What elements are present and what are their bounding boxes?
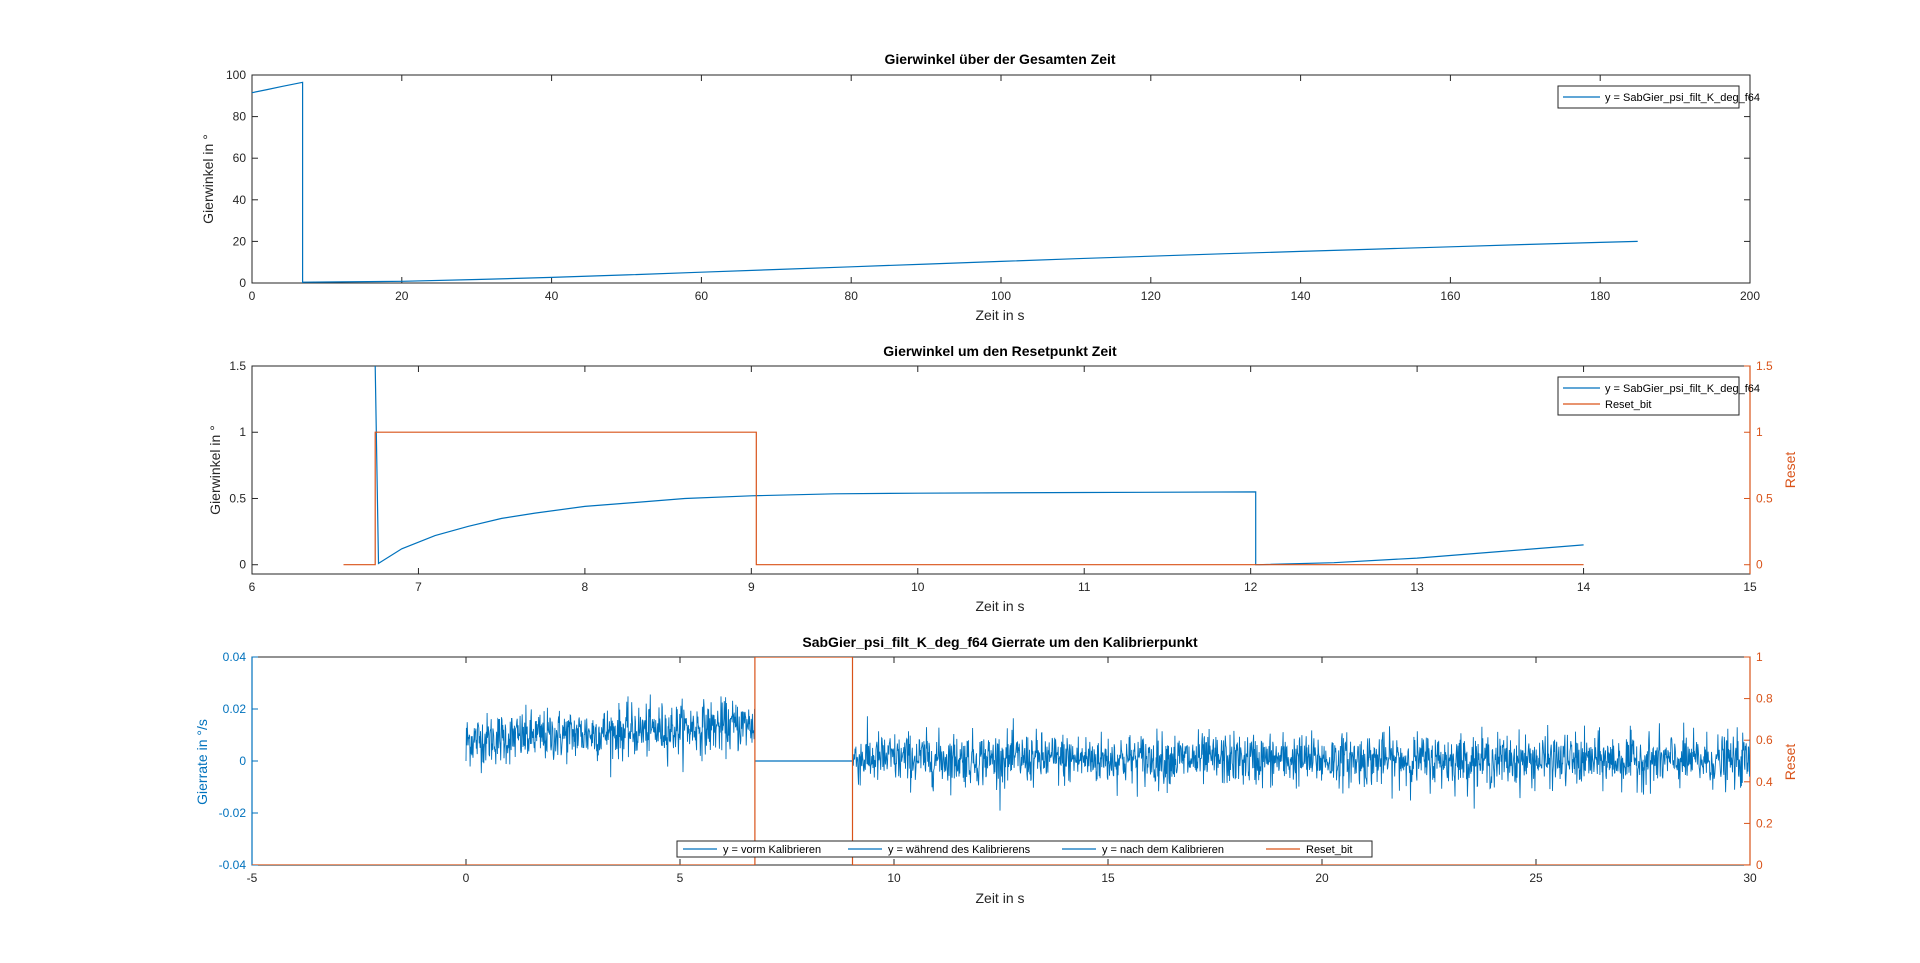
x-tick-label: 10 — [887, 871, 901, 885]
x-tick-label: 12 — [1244, 580, 1258, 594]
chart-title: SabGier_psi_filt_K_deg_f64 Gierrate um d… — [802, 634, 1198, 650]
y2-tick-label: 0.2 — [1756, 816, 1773, 830]
y-tick-label: 0 — [239, 276, 246, 290]
plot-lines — [343, 366, 1584, 566]
y-tick-label: 0 — [239, 754, 246, 768]
y2-tick-label: 1 — [1756, 650, 1763, 664]
y2-tick-label: 0.8 — [1756, 692, 1773, 706]
y2-tick-label: 0 — [1756, 858, 1763, 872]
y-tick-label: 0.04 — [223, 650, 247, 664]
axis-ticks: 6 7 8 9 10 11 12 13 14 15 0 0.5 1 1.5 0 0.5 1 1.5 — [229, 359, 1773, 594]
x-tick-label: 80 — [845, 289, 859, 303]
legend-entry: y = während des Kalibrierens — [888, 844, 1031, 856]
x-tick-label: 200 — [1740, 289, 1760, 303]
y-axis-label: Gierrate in °/s — [194, 719, 210, 805]
chart-title: Gierwinkel über der Gesamten Zeit — [884, 51, 1115, 67]
x-tick-label: 15 — [1101, 871, 1115, 885]
x-tick-label: 20 — [395, 289, 409, 303]
x-tick-label: 10 — [911, 580, 925, 594]
legend: y = SabGier_psi_filt_K_deg_f64 — [1557, 85, 1760, 109]
chart-gierwinkel-gesamt: Gierwinkel über der Gesamten Zeit Zeit i… — [200, 51, 1760, 323]
x-tick-label: 0 — [463, 871, 470, 885]
plot-lines — [252, 657, 1750, 865]
legend-entry: Reset_bit — [1306, 844, 1352, 856]
x-tick-label: -5 — [247, 871, 258, 885]
plot-area — [251, 74, 1751, 284]
y-tick-label: 1.5 — [229, 359, 246, 373]
y-tick-label: 1 — [239, 425, 246, 439]
y-tick-label: 100 — [226, 68, 246, 82]
x-tick-label: 6 — [249, 580, 256, 594]
legend-box — [676, 840, 1373, 858]
legend-entry: y = nach dem Kalibrieren — [1102, 844, 1224, 856]
y2-axis-label: Reset — [1782, 744, 1798, 781]
y-tick-label: 0 — [239, 558, 246, 572]
series-line-2 — [852, 716, 1750, 811]
y-tick-label: 0.02 — [223, 702, 247, 716]
x-tick-label: 140 — [1291, 289, 1311, 303]
x-tick-label: 0 — [249, 289, 256, 303]
y-tick-label: -0.02 — [219, 806, 247, 820]
y2-tick-label: 0.6 — [1756, 733, 1773, 747]
legend: y = SabGier_psi_filt_K_deg_f64 Reset_bit — [1557, 376, 1760, 416]
y2-tick-label: 1.5 — [1756, 359, 1773, 373]
y2-tick-label: 0.4 — [1756, 775, 1773, 789]
x-tick-label: 11 — [1078, 580, 1091, 594]
axis-ticks: -5 0 5 10 15 20 25 30 -0.04 -0.02 0 0.02 0.04 0 0.2 0.4… — [219, 650, 1773, 885]
plot-lines — [252, 81, 1638, 283]
series-line-0 — [374, 366, 1584, 566]
y2-tick-label: 0 — [1756, 558, 1763, 572]
x-tick-label: 20 — [1315, 871, 1329, 885]
y2-tick-label: 0.5 — [1756, 491, 1773, 505]
x-tick-label: 13 — [1410, 580, 1424, 594]
y-axis-label: Gierwinkel in ° — [200, 134, 216, 224]
chart-title: Gierwinkel um den Resetpunkt Zeit — [883, 343, 1117, 359]
legend-entry: y = vorm Kalibrieren — [723, 844, 821, 856]
y-axis-label: Gierwinkel in ° — [207, 425, 223, 515]
x-tick-label: 40 — [545, 289, 559, 303]
x-tick-label: 60 — [695, 289, 709, 303]
legend-box — [1557, 85, 1740, 109]
x-tick-label: 180 — [1590, 289, 1610, 303]
chart-gierrate-kalibrierpunkt: SabGier_psi_filt_K_deg_f64 Gierrate um d… — [194, 634, 1798, 906]
x-tick-label: 30 — [1743, 871, 1757, 885]
x-tick-label: 14 — [1577, 580, 1591, 594]
x-tick-label: 5 — [677, 871, 684, 885]
x-tick-label: 100 — [991, 289, 1011, 303]
y-tick-label: 20 — [233, 234, 247, 248]
axis-ticks: 0 20 40 60 80 100 120 140 160 180 200 0 20 40 60 80 100 — [226, 68, 1760, 303]
x-tick-label: 160 — [1440, 289, 1460, 303]
y-tick-label: 80 — [233, 110, 247, 124]
x-tick-label: 8 — [582, 580, 589, 594]
series-line-0 — [252, 81, 1638, 283]
x-axis-label: Zeit in s — [975, 598, 1024, 614]
legend-box — [1557, 376, 1740, 416]
x-tick-label: 120 — [1141, 289, 1161, 303]
y-tick-label: 0.5 — [229, 491, 246, 505]
y-tick-label: -0.04 — [219, 858, 247, 872]
x-tick-label: 7 — [415, 580, 422, 594]
x-axis-label: Zeit in s — [975, 890, 1024, 906]
legend-entry: y = SabGier_psi_filt_K_deg_f64 — [1605, 383, 1760, 395]
y2-axis-label: Reset — [1782, 452, 1798, 489]
chart-gierwinkel-resetpunkt: Gierwinkel um den Resetpunkt Zeit Zeit i… — [207, 343, 1798, 614]
y-tick-label: 40 — [233, 193, 247, 207]
x-tick-label: 15 — [1743, 580, 1757, 594]
legend: y = vorm Kalibrieren y = während des Kali… — [676, 840, 1373, 858]
y-tick-label: 60 — [233, 151, 247, 165]
plot-area — [251, 365, 1751, 575]
x-tick-label: 25 — [1529, 871, 1543, 885]
legend-entry: Reset_bit — [1605, 399, 1651, 411]
series-line-0 — [465, 694, 756, 778]
x-axis-label: Zeit in s — [975, 307, 1024, 323]
y2-tick-label: 1 — [1756, 425, 1763, 439]
legend-entry: y = SabGier_psi_filt_K_deg_f64 — [1605, 92, 1760, 104]
x-tick-label: 9 — [748, 580, 755, 594]
series-line-1 — [343, 431, 1584, 566]
